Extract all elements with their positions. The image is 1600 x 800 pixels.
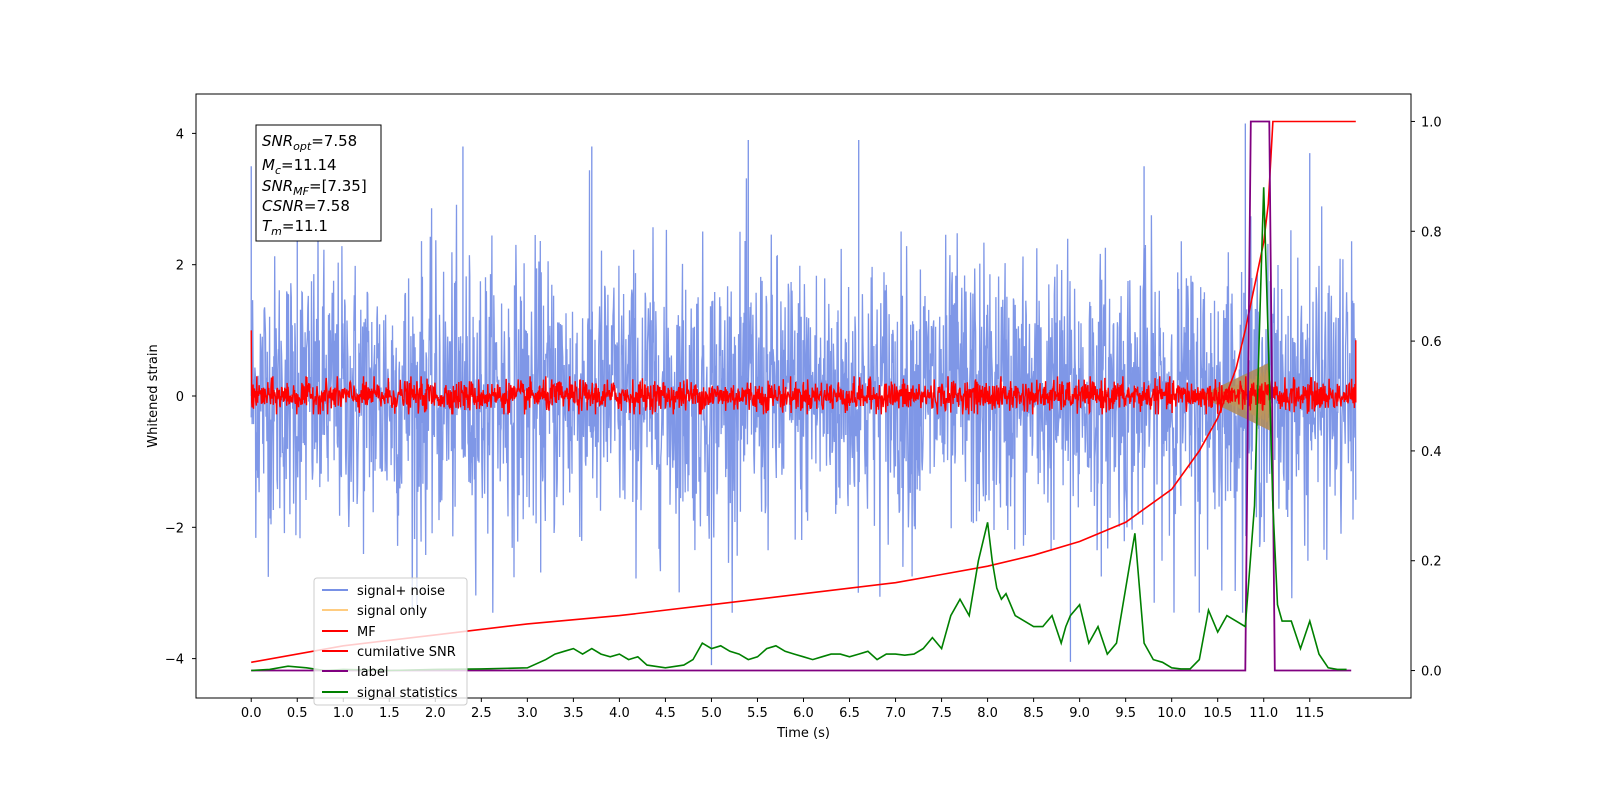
x-tick-label: 9.5 bbox=[1115, 706, 1136, 721]
y-right-tick-label: 0.0 bbox=[1421, 665, 1442, 680]
x-tick-label: 9.0 bbox=[1069, 706, 1090, 721]
y-axis-left-label: Whitened strain bbox=[146, 344, 161, 447]
x-tick-label: 8.5 bbox=[1023, 706, 1044, 721]
x-tick-label: 3.5 bbox=[563, 706, 584, 721]
info-snr-mf: SNRMF=[7.35] bbox=[262, 177, 367, 198]
x-tick-label: 11.0 bbox=[1249, 706, 1278, 721]
legend-frame bbox=[313, 577, 468, 706]
y-left-tick-label: 2 bbox=[176, 259, 184, 274]
x-tick-label: 7.0 bbox=[885, 706, 906, 721]
x-tick-label: 5.5 bbox=[747, 706, 768, 721]
y-axis-left-ticks: −4 −2 0 2 4 bbox=[165, 127, 196, 668]
x-tick-label: 6.5 bbox=[839, 706, 860, 721]
x-tick-label: 2.0 bbox=[425, 706, 446, 721]
series-cumulative-snr bbox=[251, 120, 1356, 664]
legend-label-label: label bbox=[357, 665, 388, 680]
x-axis-ticks: 0.0 0.5 1.0 1.5 2.0 2.5 3.0 3.5 4.0 4.5 5.0 5.5 6.0 6… bbox=[241, 698, 1324, 721]
info-csnr: CSNR=7.58 bbox=[262, 197, 350, 215]
legend-entry-mf: MF bbox=[322, 625, 376, 640]
legend-entry-signal-noise: signal+ noise bbox=[322, 584, 445, 599]
legend-label-signal-only: signal only bbox=[357, 604, 427, 619]
legend: signal+ noise signal only MF cumilative … bbox=[313, 577, 468, 706]
series-signal-statistics bbox=[251, 187, 1347, 672]
x-tick-label: 3.0 bbox=[517, 706, 538, 721]
legend-entry-label: label bbox=[322, 665, 388, 680]
y-axis-right-ticks: 0.0 0.2 0.4 0.6 0.8 1.0 bbox=[1411, 115, 1442, 680]
signal-statistics-line bbox=[251, 187, 1347, 672]
legend-label-signal-statistics: signal statistics bbox=[357, 686, 458, 701]
legend-entry-signal-statistics: signal statistics bbox=[322, 686, 458, 701]
x-tick-label: 7.5 bbox=[931, 706, 952, 721]
x-tick-label: 5.0 bbox=[701, 706, 722, 721]
mf-line bbox=[250, 330, 1357, 416]
x-tick-label: 8.0 bbox=[977, 706, 998, 721]
legend-label-mf: MF bbox=[357, 625, 376, 640]
info-snr-opt: SNRopt=7.58 bbox=[262, 132, 357, 153]
y-right-tick-label: 0.8 bbox=[1421, 225, 1442, 240]
legend-label-cumulative-snr: cumilative SNR bbox=[357, 645, 456, 660]
info-box-frame bbox=[255, 124, 382, 242]
series-label bbox=[251, 120, 1352, 672]
x-tick-label: 4.0 bbox=[609, 706, 630, 721]
info-mc: Mc=11.14 bbox=[262, 156, 337, 177]
x-tick-label: 10.0 bbox=[1157, 706, 1186, 721]
info-tm: Tm=11.1 bbox=[262, 217, 328, 238]
x-axis-label: Time (s) bbox=[776, 726, 830, 741]
x-tick-label: 6.0 bbox=[793, 706, 814, 721]
legend-entry-cumulative-snr: cumilative SNR bbox=[322, 645, 456, 660]
y-left-tick-label: −4 bbox=[165, 653, 184, 668]
x-tick-label: 1.0 bbox=[333, 706, 354, 721]
x-tick-label: 0.5 bbox=[287, 706, 308, 721]
y-left-tick-label: 0 bbox=[176, 390, 184, 405]
y-right-tick-label: 1.0 bbox=[1421, 115, 1442, 130]
x-tick-label: 0.0 bbox=[241, 706, 262, 721]
y-right-tick-label: 0.6 bbox=[1421, 335, 1442, 350]
legend-entry-signal-only: signal only bbox=[322, 604, 427, 619]
y-right-tick-label: 0.4 bbox=[1421, 445, 1442, 460]
x-tick-label: 10.5 bbox=[1203, 706, 1232, 721]
x-tick-label: 2.5 bbox=[471, 706, 492, 721]
plot-area bbox=[250, 120, 1357, 672]
x-tick-label: 4.5 bbox=[655, 706, 676, 721]
legend-label-signal-noise: signal+ noise bbox=[357, 584, 445, 599]
y-left-tick-label: −2 bbox=[165, 521, 184, 536]
x-tick-label: 11.5 bbox=[1295, 706, 1324, 721]
series-mf bbox=[250, 330, 1357, 416]
cumulative-snr-line bbox=[251, 120, 1356, 664]
y-right-tick-label: 0.2 bbox=[1421, 555, 1442, 570]
x-tick-label: 1.5 bbox=[379, 706, 400, 721]
signal-noise-line bbox=[250, 170, 1357, 613]
info-box: SNRopt=7.58 Mc=11.14 SNRMF=[7.35] CSNR=7… bbox=[255, 124, 382, 242]
y-left-tick-label: 4 bbox=[176, 127, 184, 142]
label-line bbox=[251, 120, 1352, 672]
